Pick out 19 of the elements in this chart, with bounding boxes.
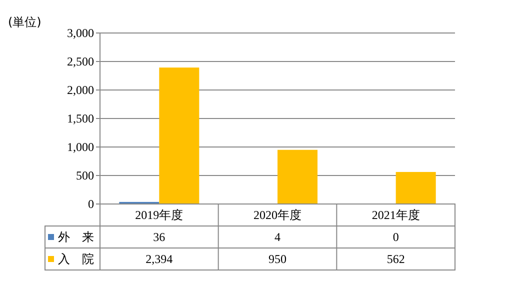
y-tick-label: 2,000 — [67, 83, 94, 98]
data-label: 4 — [274, 230, 280, 244]
y-tick-label: 500 — [76, 168, 94, 183]
x-tick-label: 2020年度 — [254, 208, 302, 222]
legend-label: 入 院 — [58, 252, 94, 266]
y-tick-label: 1,000 — [67, 140, 94, 154]
legend-label: 外 来 — [58, 230, 94, 244]
y-axis-title: (単位) — [8, 15, 42, 29]
y-tick-label: 2,500 — [67, 54, 94, 69]
y-tick-label: 1,500 — [67, 112, 94, 126]
data-label: 0 — [392, 230, 399, 244]
data-label: 2,394 — [146, 252, 173, 266]
y-tick-label: 3,000 — [67, 26, 94, 40]
data-label: 562 — [386, 252, 405, 266]
x-tick-label: 2019年度 — [135, 208, 184, 222]
x-tick-label: 2021年度 — [372, 208, 420, 222]
data-label: 36 — [153, 230, 166, 244]
data-label: 950 — [268, 252, 286, 266]
y-tick-label: 0 — [88, 197, 94, 212]
